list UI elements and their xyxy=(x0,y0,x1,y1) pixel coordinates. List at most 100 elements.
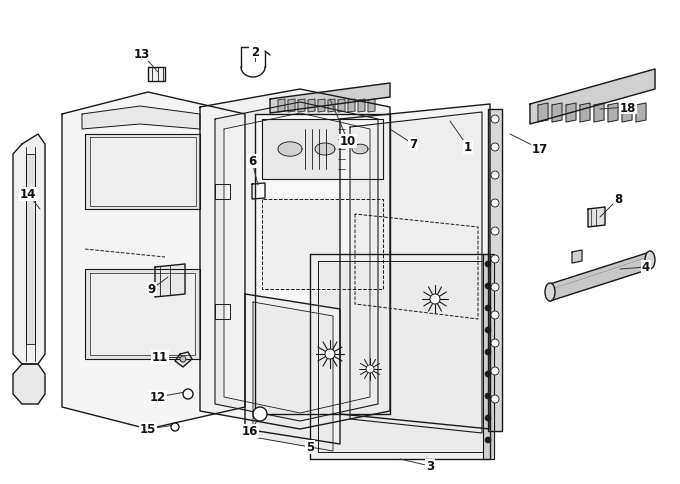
Polygon shape xyxy=(85,135,200,210)
Text: 16: 16 xyxy=(242,424,258,438)
Polygon shape xyxy=(338,100,345,113)
Polygon shape xyxy=(636,104,646,123)
Polygon shape xyxy=(318,100,325,113)
Text: 1: 1 xyxy=(464,141,472,154)
Polygon shape xyxy=(175,352,192,367)
Circle shape xyxy=(325,349,335,359)
Polygon shape xyxy=(82,107,200,130)
Polygon shape xyxy=(262,120,383,180)
Circle shape xyxy=(485,305,491,311)
Polygon shape xyxy=(90,273,195,355)
Polygon shape xyxy=(538,104,548,123)
Polygon shape xyxy=(85,270,200,359)
Text: 4: 4 xyxy=(642,261,650,274)
Polygon shape xyxy=(530,70,655,125)
Polygon shape xyxy=(315,144,335,156)
Polygon shape xyxy=(552,104,562,123)
Polygon shape xyxy=(622,104,632,123)
Circle shape xyxy=(491,395,499,403)
Ellipse shape xyxy=(645,252,655,270)
Text: 7: 7 xyxy=(409,138,417,151)
Polygon shape xyxy=(328,100,335,113)
Circle shape xyxy=(485,415,491,421)
Circle shape xyxy=(485,284,491,289)
Text: 6: 6 xyxy=(248,155,256,168)
Text: 18: 18 xyxy=(619,101,636,114)
Polygon shape xyxy=(215,304,230,319)
Circle shape xyxy=(491,311,499,319)
Circle shape xyxy=(485,261,491,268)
Polygon shape xyxy=(26,155,35,344)
Circle shape xyxy=(491,172,499,180)
Text: 9: 9 xyxy=(148,283,156,296)
Circle shape xyxy=(180,356,186,362)
Polygon shape xyxy=(278,142,302,157)
Text: 15: 15 xyxy=(140,423,156,436)
Circle shape xyxy=(491,367,499,375)
Polygon shape xyxy=(155,264,185,297)
Circle shape xyxy=(491,227,499,236)
Ellipse shape xyxy=(545,284,555,302)
Text: 3: 3 xyxy=(426,459,434,472)
Text: 2: 2 xyxy=(251,45,259,59)
Text: 11: 11 xyxy=(152,351,168,364)
Polygon shape xyxy=(90,138,196,207)
Circle shape xyxy=(485,437,491,443)
Circle shape xyxy=(253,407,267,421)
Polygon shape xyxy=(588,208,605,227)
Polygon shape xyxy=(255,115,390,414)
Polygon shape xyxy=(310,255,490,459)
Circle shape xyxy=(430,294,440,304)
Circle shape xyxy=(485,371,491,377)
Polygon shape xyxy=(62,93,245,429)
Polygon shape xyxy=(298,100,305,113)
Circle shape xyxy=(485,349,491,355)
Text: 10: 10 xyxy=(340,135,356,148)
Polygon shape xyxy=(594,104,604,123)
Polygon shape xyxy=(245,294,340,444)
Text: 5: 5 xyxy=(306,440,314,454)
Polygon shape xyxy=(252,183,265,199)
Polygon shape xyxy=(566,104,576,123)
Polygon shape xyxy=(148,68,165,82)
Polygon shape xyxy=(572,251,582,263)
Polygon shape xyxy=(340,105,490,429)
Polygon shape xyxy=(358,100,365,113)
Polygon shape xyxy=(288,100,295,113)
Polygon shape xyxy=(262,199,383,289)
Polygon shape xyxy=(253,302,333,451)
Polygon shape xyxy=(580,104,590,123)
Polygon shape xyxy=(215,184,230,199)
Circle shape xyxy=(171,423,179,431)
Circle shape xyxy=(491,199,499,208)
Polygon shape xyxy=(483,255,494,459)
Polygon shape xyxy=(224,114,370,413)
Polygon shape xyxy=(348,100,355,113)
Circle shape xyxy=(491,144,499,151)
Polygon shape xyxy=(550,253,650,302)
Polygon shape xyxy=(13,364,45,404)
Polygon shape xyxy=(13,135,45,364)
Circle shape xyxy=(491,339,499,348)
Polygon shape xyxy=(368,100,375,113)
Text: 14: 14 xyxy=(20,188,36,201)
Text: 8: 8 xyxy=(614,193,622,206)
Polygon shape xyxy=(215,103,378,421)
Circle shape xyxy=(485,327,491,333)
Circle shape xyxy=(485,393,491,399)
Polygon shape xyxy=(200,90,390,429)
Circle shape xyxy=(491,256,499,263)
Polygon shape xyxy=(318,261,483,452)
Text: 17: 17 xyxy=(532,143,548,156)
Circle shape xyxy=(491,284,499,291)
Text: 13: 13 xyxy=(134,48,150,61)
Circle shape xyxy=(491,116,499,124)
Polygon shape xyxy=(352,145,368,154)
Polygon shape xyxy=(608,104,618,123)
Polygon shape xyxy=(308,100,315,113)
Text: 12: 12 xyxy=(150,391,166,404)
Polygon shape xyxy=(278,100,285,113)
Circle shape xyxy=(183,389,193,399)
Circle shape xyxy=(366,365,374,373)
Polygon shape xyxy=(350,113,482,433)
